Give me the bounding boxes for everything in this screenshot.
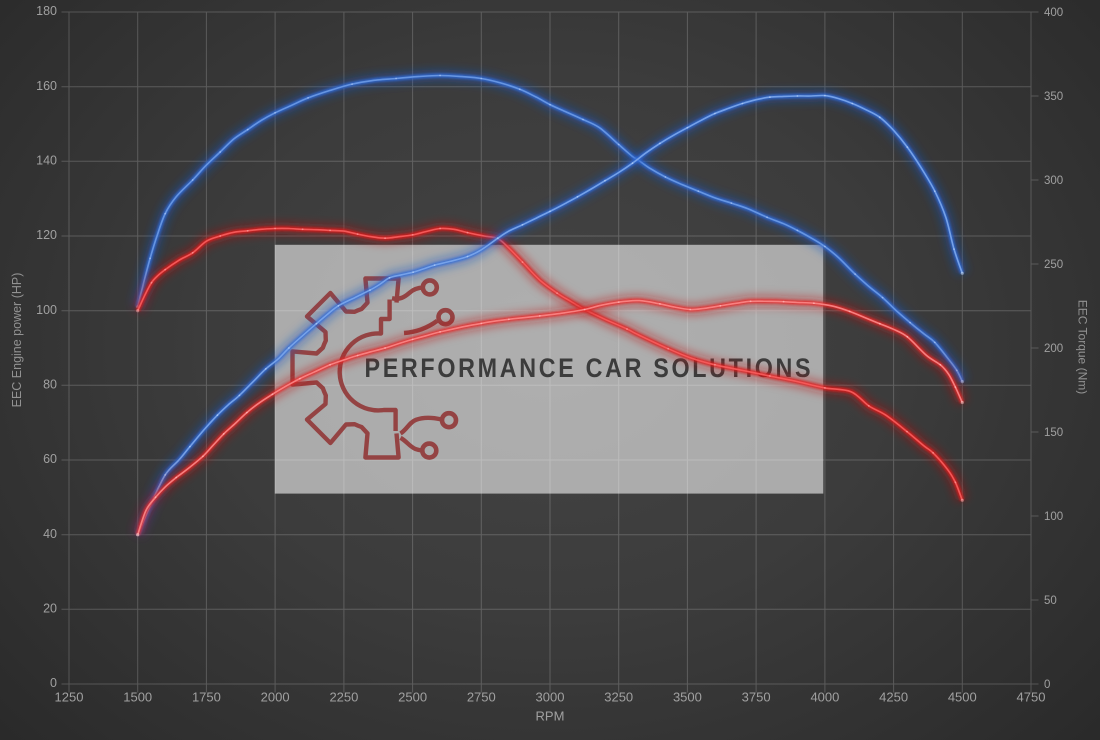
svg-text:2500: 2500: [398, 690, 427, 705]
svg-text:1750: 1750: [192, 690, 221, 705]
svg-text:3000: 3000: [536, 690, 565, 705]
svg-text:EEC Torque (Nm): EEC Torque (Nm): [1076, 300, 1090, 394]
svg-text:4250: 4250: [879, 690, 908, 705]
svg-text:3250: 3250: [604, 690, 633, 705]
svg-text:0: 0: [50, 676, 57, 690]
svg-text:60: 60: [43, 452, 57, 466]
svg-text:EEC Engine power (HP): EEC Engine power (HP): [10, 273, 24, 408]
svg-text:150: 150: [1044, 427, 1063, 439]
svg-text:350: 350: [1044, 91, 1063, 103]
svg-text:300: 300: [1044, 175, 1063, 187]
svg-text:4500: 4500: [948, 690, 977, 705]
svg-text:3500: 3500: [673, 690, 702, 705]
svg-text:250: 250: [1044, 259, 1063, 271]
svg-text:0: 0: [1044, 679, 1050, 691]
svg-text:2000: 2000: [261, 690, 290, 705]
svg-text:400: 400: [1044, 7, 1063, 19]
svg-text:4750: 4750: [1017, 690, 1046, 705]
svg-text:80: 80: [43, 378, 57, 392]
svg-text:140: 140: [36, 154, 57, 168]
svg-text:40: 40: [43, 527, 57, 541]
svg-text:1250: 1250: [55, 690, 84, 705]
svg-text:1500: 1500: [123, 690, 152, 705]
svg-text:RPM: RPM: [536, 709, 565, 724]
svg-text:160: 160: [36, 79, 57, 93]
svg-text:2750: 2750: [467, 690, 496, 705]
svg-text:200: 200: [1044, 343, 1063, 355]
svg-text:120: 120: [36, 228, 57, 242]
svg-text:100: 100: [1044, 511, 1063, 523]
svg-text:3750: 3750: [742, 690, 771, 705]
svg-text:100: 100: [36, 303, 57, 317]
svg-text:180: 180: [36, 4, 57, 18]
svg-text:2250: 2250: [329, 690, 358, 705]
svg-text:4000: 4000: [810, 690, 839, 705]
svg-text:50: 50: [1044, 595, 1057, 607]
svg-text:20: 20: [43, 602, 57, 616]
